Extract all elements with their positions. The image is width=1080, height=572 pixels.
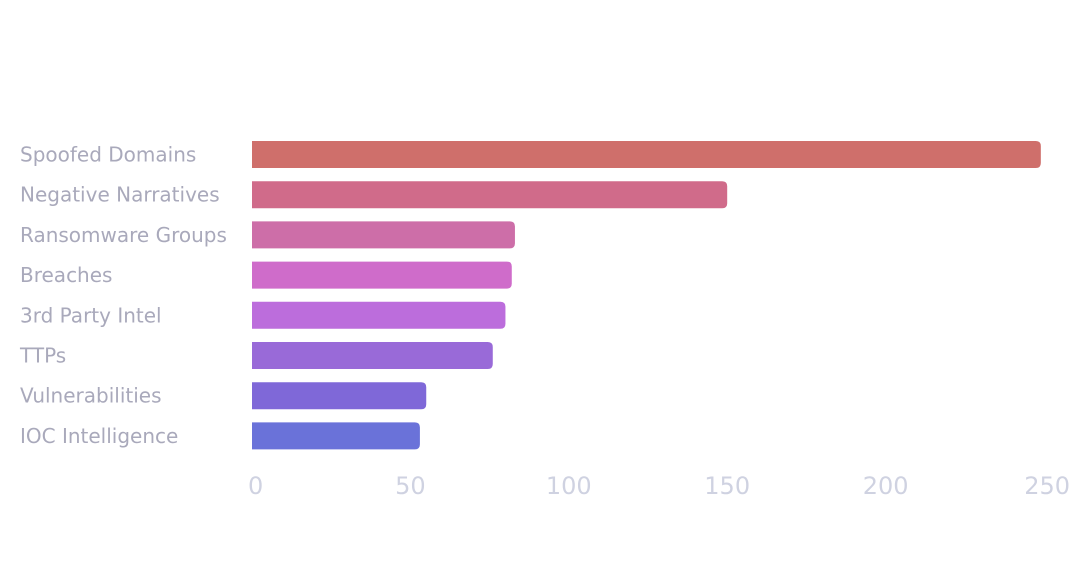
category-label-vulnerabilities: Vulnerabilities — [20, 384, 162, 408]
x-axis-tick-labels: 0 50 100 150 200 250 — [248, 472, 1070, 500]
bar-ransomware-groups — [252, 221, 515, 249]
bar-ioc-intelligence — [252, 422, 420, 450]
category-label-breaches: Breaches — [20, 263, 112, 287]
x-tick-label-100: 100 — [546, 472, 592, 500]
x-tick-label-250: 250 — [1024, 472, 1070, 500]
bars-group — [252, 141, 1041, 450]
bar-3rd-party-intel — [252, 301, 506, 329]
category-label-spoofed-domains: Spoofed Domains — [20, 143, 196, 167]
category-label-ttps: TTPs — [19, 344, 66, 368]
category-label-3rd-party-intel: 3rd Party Intel — [20, 303, 162, 327]
x-tick-label-150: 150 — [704, 472, 750, 500]
category-label-ransomware-groups: Ransomware Groups — [20, 223, 227, 247]
x-tick-label-50: 50 — [395, 472, 426, 500]
x-tick-label-0: 0 — [248, 472, 263, 500]
category-label-ioc-intelligence: IOC Intelligence — [20, 424, 178, 448]
category-label-negative-narratives: Negative Narratives — [20, 183, 220, 207]
bar-ttps — [252, 342, 493, 369]
bar-breaches — [252, 261, 512, 289]
bar-negative-narratives — [252, 181, 728, 209]
bar-spoofed-domains — [252, 141, 1041, 168]
bar-vulnerabilities — [252, 382, 427, 410]
category-labels: Spoofed Domains Negative Narratives Ransom… — [19, 143, 227, 448]
x-tick-label-200: 200 — [863, 472, 909, 500]
